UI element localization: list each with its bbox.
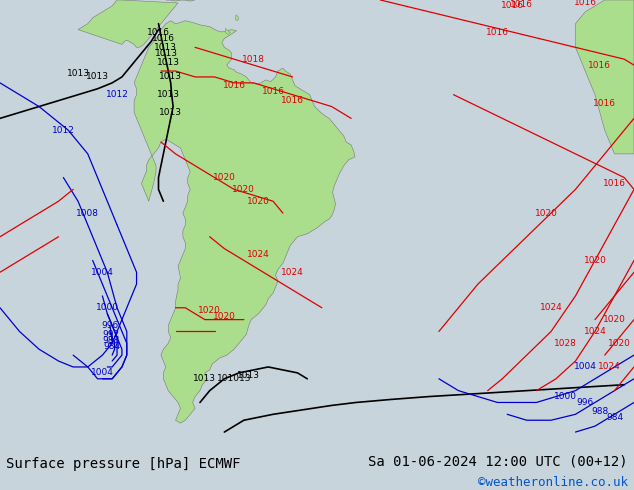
Text: 1008: 1008 <box>76 209 100 218</box>
Text: 1016: 1016 <box>223 81 245 90</box>
Text: 1024: 1024 <box>598 363 621 371</box>
Text: 1020: 1020 <box>603 315 626 324</box>
Text: 1024: 1024 <box>281 268 304 277</box>
Text: 1013: 1013 <box>193 374 216 383</box>
Text: 984: 984 <box>606 413 623 422</box>
Text: 1020: 1020 <box>534 209 558 218</box>
Text: 1020: 1020 <box>213 173 236 182</box>
Text: 1016: 1016 <box>603 179 626 188</box>
Polygon shape <box>134 21 355 423</box>
Text: 1013: 1013 <box>154 43 178 52</box>
Text: 1020: 1020 <box>233 185 256 194</box>
Text: 1013: 1013 <box>157 58 180 67</box>
Text: 1016: 1016 <box>574 0 597 7</box>
Text: 1016: 1016 <box>152 34 175 43</box>
Text: 1013: 1013 <box>67 70 89 78</box>
Text: 1016: 1016 <box>486 28 509 37</box>
Text: 1000: 1000 <box>96 303 119 312</box>
Text: 1012: 1012 <box>106 90 129 99</box>
Text: 988: 988 <box>592 407 609 416</box>
Text: 1016: 1016 <box>593 99 616 108</box>
Text: 1012: 1012 <box>52 126 75 135</box>
Text: 1024: 1024 <box>584 327 606 336</box>
Text: 1020: 1020 <box>583 256 607 265</box>
Text: 1020: 1020 <box>198 306 221 315</box>
Text: 1000: 1000 <box>554 392 577 401</box>
Polygon shape <box>166 0 195 1</box>
Text: 1013: 1013 <box>159 108 182 117</box>
Text: 1028: 1028 <box>554 339 577 348</box>
Polygon shape <box>235 15 239 21</box>
Text: 1004: 1004 <box>574 363 597 371</box>
Text: 1013: 1013 <box>157 90 180 99</box>
Text: 101013: 101013 <box>217 374 251 383</box>
Text: 1016: 1016 <box>281 96 304 105</box>
Text: 1016: 1016 <box>262 87 285 96</box>
Text: 988: 988 <box>103 336 120 345</box>
Text: 1020: 1020 <box>608 339 631 348</box>
Text: 1024: 1024 <box>247 250 270 259</box>
Polygon shape <box>576 0 634 154</box>
Text: 1013: 1013 <box>86 73 109 81</box>
Text: 996: 996 <box>576 398 594 407</box>
Text: 992: 992 <box>102 330 119 339</box>
Polygon shape <box>78 0 178 48</box>
Text: Sa 01-06-2024 12:00 UTC (00+12): Sa 01-06-2024 12:00 UTC (00+12) <box>368 455 628 469</box>
Text: 1016: 1016 <box>510 0 533 9</box>
Text: 1013: 1013 <box>237 371 260 380</box>
Text: 1004: 1004 <box>91 368 114 377</box>
Text: 1016: 1016 <box>501 1 524 10</box>
Text: 1004: 1004 <box>91 268 114 277</box>
Polygon shape <box>225 28 230 34</box>
Text: 1020: 1020 <box>247 197 270 206</box>
Text: 1016: 1016 <box>147 28 170 37</box>
Text: 1016: 1016 <box>588 61 611 70</box>
Text: 984: 984 <box>103 342 120 351</box>
Text: 1018: 1018 <box>242 55 265 64</box>
Text: 1013: 1013 <box>159 73 182 81</box>
Text: ©weatheronline.co.uk: ©weatheronline.co.uk <box>477 476 628 490</box>
Text: Surface pressure [hPa] ECMWF: Surface pressure [hPa] ECMWF <box>6 457 241 471</box>
Text: 1020: 1020 <box>213 312 236 321</box>
Text: 1013: 1013 <box>155 49 178 58</box>
Text: 996: 996 <box>101 321 119 330</box>
Text: 1024: 1024 <box>540 303 562 312</box>
